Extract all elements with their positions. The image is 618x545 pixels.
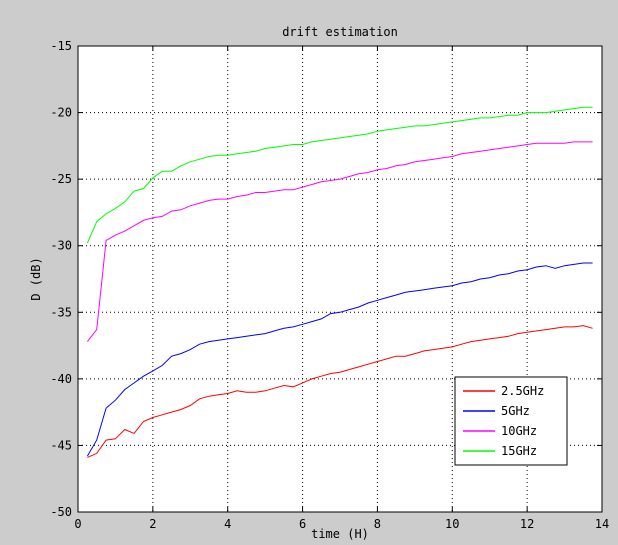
- axes-frame: [77, 45, 603, 513]
- legend-label-10ghz: 10GHz: [501, 424, 537, 438]
- legend: 2.5GHz 5GHz 10GHz 15GHz: [454, 376, 568, 466]
- series-layer: [86, 106, 593, 458]
- series-line-10ghz: [87, 141, 593, 342]
- y-tick-label: -25: [50, 172, 72, 186]
- y-tick-label: -30: [50, 239, 72, 253]
- y-axis-label: D (dB): [29, 257, 43, 300]
- series-line-15ghz: [86, 106, 593, 244]
- axes-box: [77, 45, 603, 513]
- y-tick-label: -50: [50, 505, 72, 519]
- y-tick-label: -40: [50, 372, 72, 386]
- y-tick-label: -15: [50, 39, 72, 53]
- ticks: 0 2 4 6 8 10 12 14 -50 -45 -40 -35 -30 -25 -20 -15: [50, 39, 609, 531]
- x-tick-label: 0: [74, 517, 81, 531]
- x-tick-label: 14: [595, 517, 609, 531]
- x-axis-label: time (H): [311, 527, 369, 541]
- legend-label-2-5ghz: 2.5GHz: [501, 384, 544, 398]
- grid-lines: [78, 46, 602, 512]
- y-tick-label: -35: [50, 305, 72, 319]
- x-tick-label: 4: [224, 517, 231, 531]
- x-tick-label: 10: [445, 517, 459, 531]
- x-tick-label: 12: [520, 517, 534, 531]
- y-tick-label: -45: [50, 438, 72, 452]
- series-line-5ghz: [86, 262, 593, 457]
- series-line-2-5ghz: [87, 325, 593, 458]
- y-tick-label: -20: [50, 106, 72, 120]
- x-tick-label: 6: [299, 517, 306, 531]
- legend-label-5ghz: 5GHz: [501, 404, 530, 418]
- chart-title: drift estimation: [282, 25, 398, 39]
- legend-label-15ghz: 15GHz: [501, 444, 537, 458]
- x-tick-label: 2: [149, 517, 156, 531]
- x-tick-label: 8: [374, 517, 381, 531]
